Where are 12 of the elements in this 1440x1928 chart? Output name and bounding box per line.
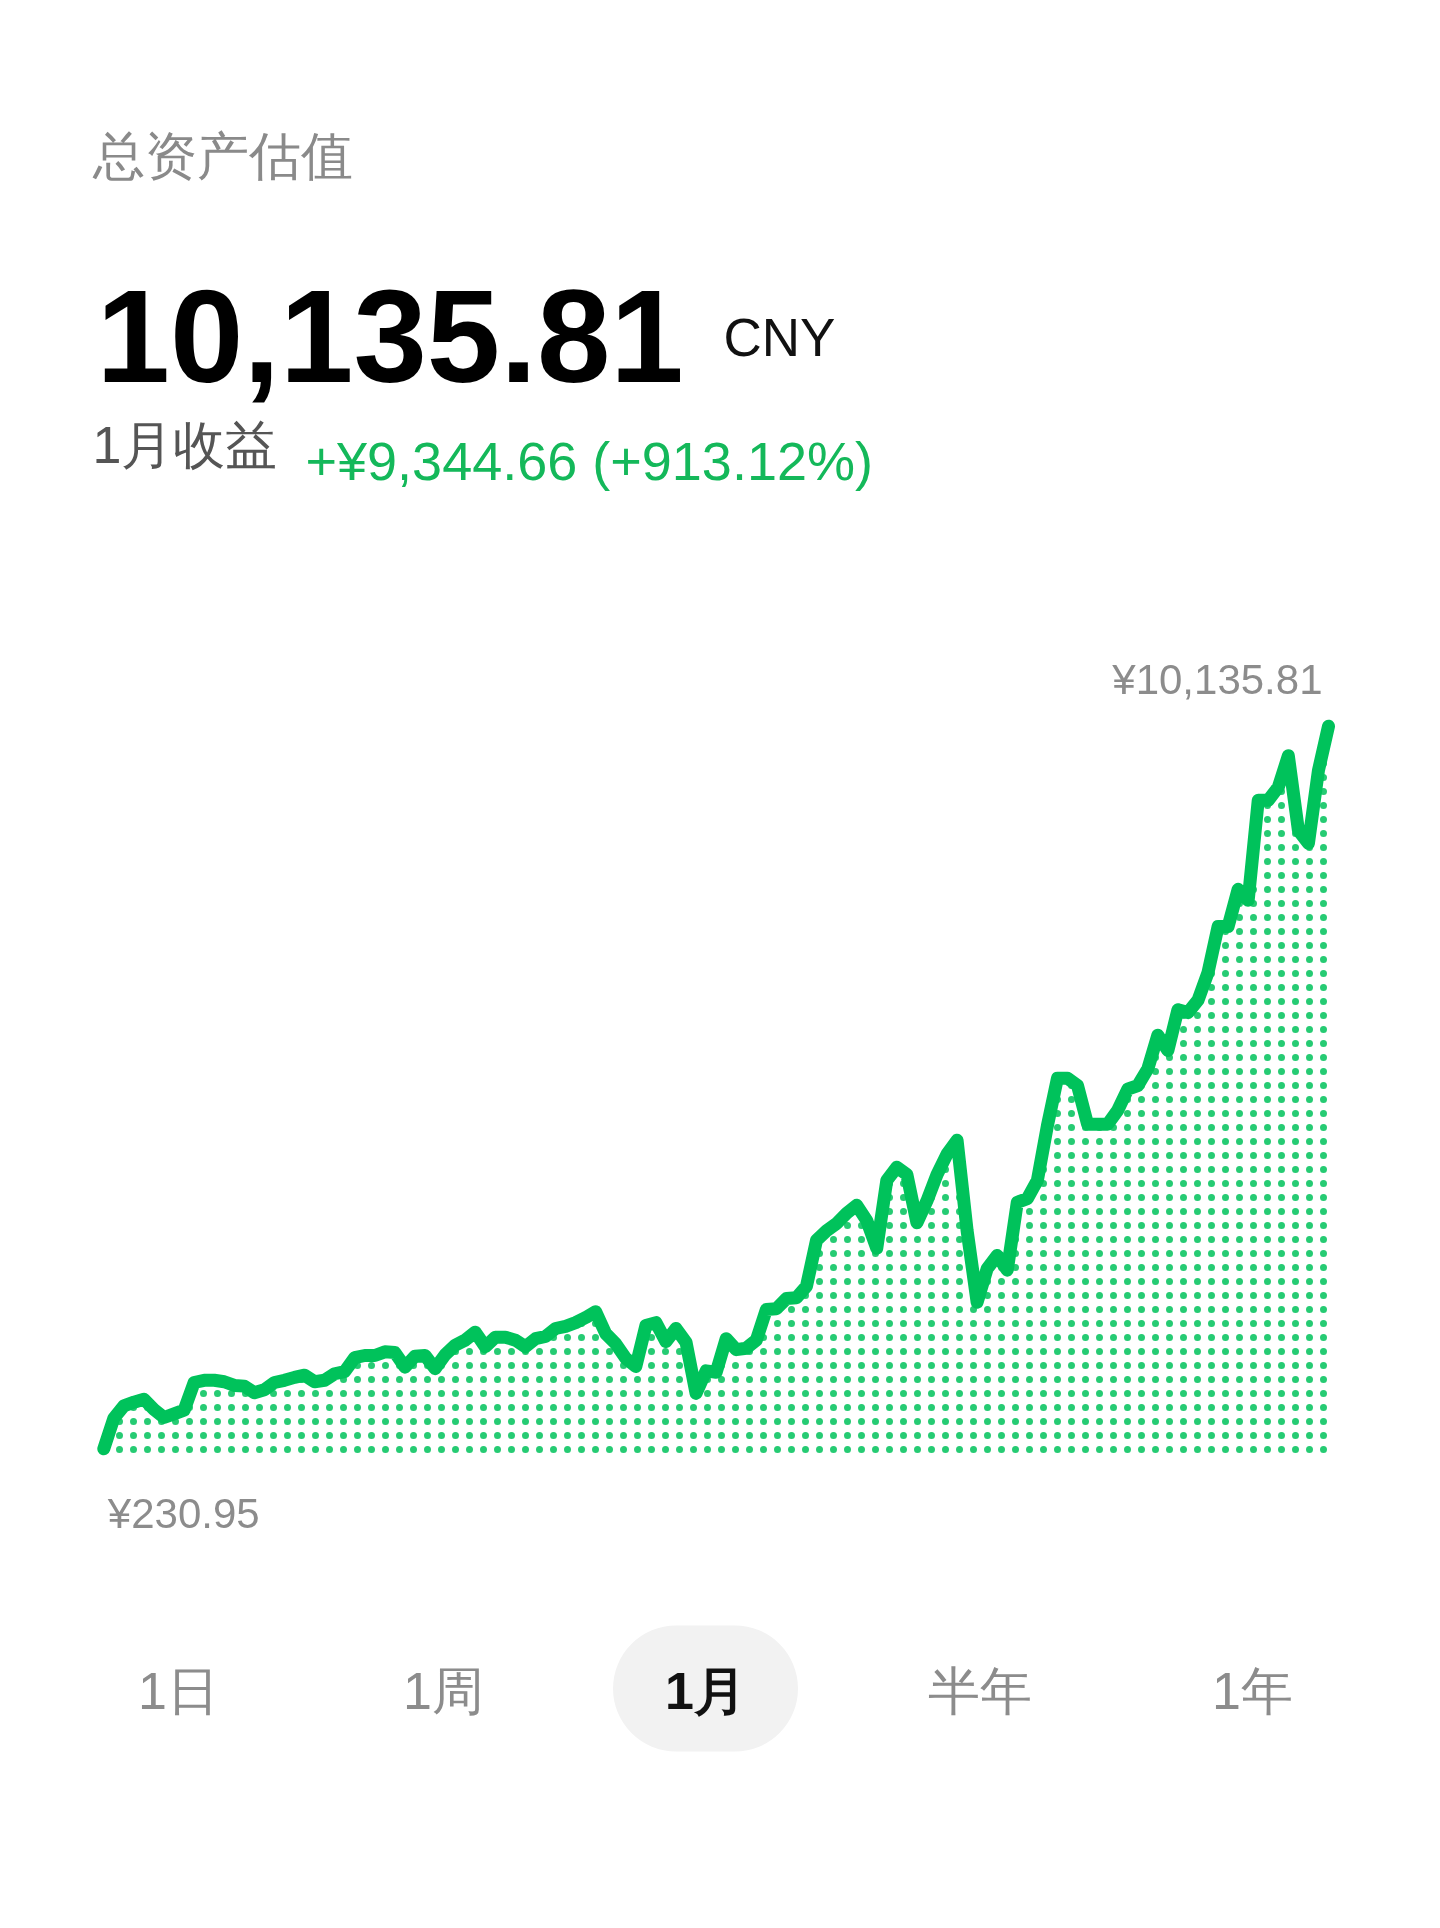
data-label: ¥230.95: [106, 1490, 260, 1538]
text: 1日: [138, 1661, 219, 1720]
text: CNY: [723, 308, 836, 367]
text: 半年: [927, 1661, 1032, 1720]
text: 10,135.81: [96, 263, 684, 410]
text: +¥9,344.66 (+913.12%): [305, 430, 873, 491]
chart-title: 总资产估值: [91, 126, 353, 185]
text: 1周: [403, 1661, 484, 1720]
text: 1月: [665, 1661, 746, 1720]
text: 1月收益: [92, 415, 278, 474]
text: 1年: [1212, 1661, 1293, 1720]
data-label: ¥10,135.81: [1111, 655, 1323, 703]
